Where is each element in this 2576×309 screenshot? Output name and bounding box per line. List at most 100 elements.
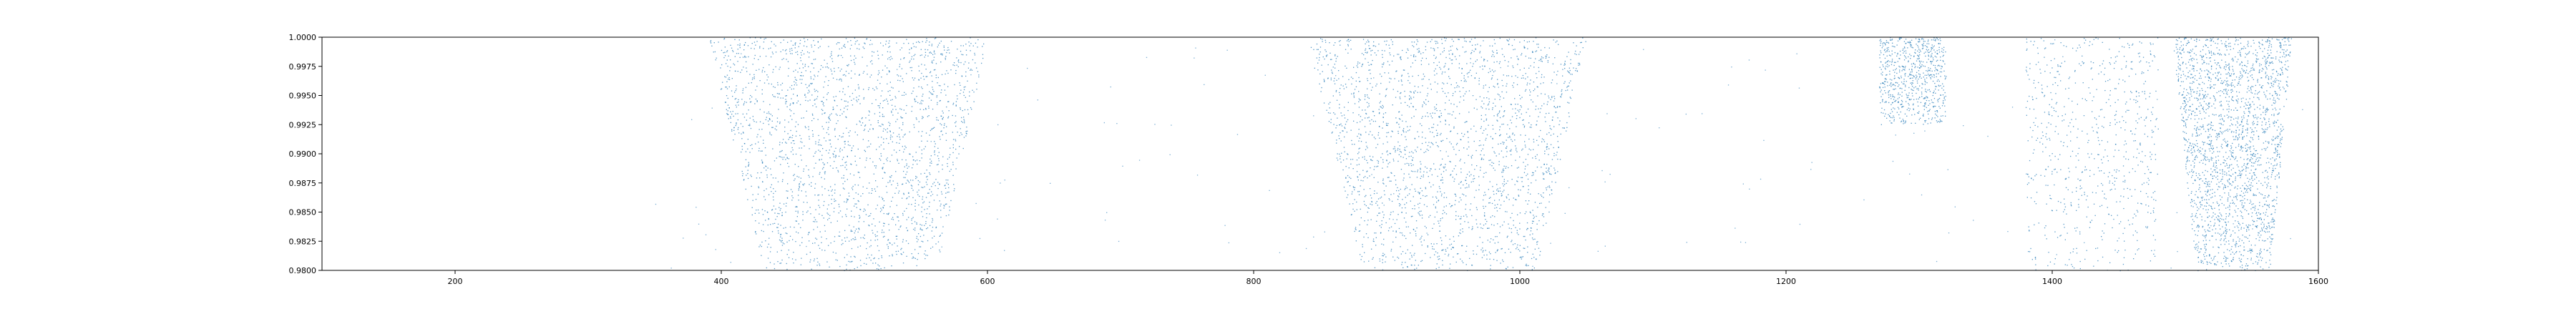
data-point bbox=[1575, 70, 1576, 72]
data-point bbox=[814, 99, 815, 101]
data-point bbox=[749, 37, 751, 39]
data-point bbox=[902, 78, 903, 79]
data-point bbox=[844, 44, 845, 45]
data-point bbox=[1347, 109, 1349, 112]
data-point bbox=[882, 116, 884, 117]
data-point bbox=[770, 168, 771, 170]
data-point bbox=[1933, 49, 1935, 51]
data-point bbox=[764, 210, 766, 212]
data-point bbox=[726, 109, 727, 110]
data-point bbox=[1524, 141, 1526, 142]
data-point bbox=[1352, 112, 1354, 114]
data-point bbox=[822, 162, 824, 164]
data-point bbox=[1373, 177, 1375, 178]
data-point bbox=[724, 52, 726, 53]
data-point bbox=[1506, 156, 1507, 157]
data-point bbox=[1478, 176, 1480, 177]
data-point bbox=[797, 54, 799, 55]
data-point bbox=[1930, 77, 1931, 79]
data-point bbox=[1354, 210, 1355, 212]
data-point bbox=[1339, 92, 1340, 94]
data-point bbox=[947, 46, 949, 49]
data-point bbox=[1397, 214, 1399, 215]
data-point bbox=[1420, 210, 1422, 212]
data-point bbox=[1435, 43, 1437, 44]
data-point bbox=[898, 162, 899, 164]
data-point bbox=[834, 236, 836, 237]
data-point bbox=[950, 69, 952, 71]
data-point bbox=[1934, 67, 1936, 69]
data-point bbox=[1433, 163, 1435, 165]
data-point bbox=[892, 219, 894, 220]
data-point bbox=[728, 79, 731, 80]
data-point bbox=[915, 175, 917, 177]
data-point bbox=[1359, 81, 1360, 82]
data-point bbox=[1925, 55, 1926, 57]
data-point bbox=[754, 103, 756, 104]
data-point bbox=[1410, 155, 1412, 157]
data-point bbox=[1900, 87, 1901, 89]
data-point bbox=[1368, 103, 1370, 104]
data-point bbox=[844, 230, 846, 231]
data-point bbox=[937, 164, 939, 165]
data-point bbox=[1532, 220, 1533, 222]
points-layer bbox=[655, 37, 2303, 272]
data-point bbox=[1433, 248, 1435, 250]
data-point bbox=[774, 87, 776, 88]
data-point bbox=[1465, 51, 1467, 52]
data-point bbox=[1924, 102, 1926, 104]
data-point bbox=[919, 228, 921, 230]
data-point bbox=[765, 165, 766, 167]
data-point bbox=[794, 126, 796, 127]
data-point bbox=[1548, 167, 1550, 169]
data-point bbox=[824, 230, 826, 232]
data-point bbox=[1438, 255, 1440, 257]
data-point bbox=[903, 177, 904, 178]
data-point bbox=[1935, 105, 1936, 107]
data-point bbox=[751, 176, 752, 177]
data-point bbox=[1564, 64, 1566, 65]
data-point bbox=[1465, 183, 1468, 185]
data-point bbox=[1432, 132, 1433, 133]
data-point bbox=[753, 78, 755, 79]
data-point bbox=[1543, 139, 1544, 141]
data-point bbox=[1426, 167, 1428, 169]
data-point bbox=[1924, 106, 1926, 107]
data-point bbox=[1426, 95, 1428, 97]
data-point bbox=[1570, 63, 1571, 64]
data-point bbox=[847, 156, 848, 157]
data-point bbox=[1912, 86, 1913, 87]
data-point bbox=[794, 84, 795, 86]
data-point bbox=[828, 117, 829, 119]
data-point bbox=[1903, 81, 1905, 82]
data-point bbox=[832, 153, 834, 154]
data-point bbox=[832, 77, 834, 79]
data-point bbox=[1557, 106, 1558, 107]
data-point bbox=[880, 144, 882, 146]
data-point bbox=[905, 240, 907, 242]
data-point bbox=[859, 217, 860, 219]
data-point bbox=[1544, 150, 1546, 152]
data-point bbox=[860, 265, 862, 267]
data-point bbox=[877, 231, 878, 232]
data-point bbox=[1523, 247, 1524, 249]
data-point bbox=[856, 203, 857, 205]
data-point bbox=[884, 99, 886, 101]
data-point bbox=[1350, 163, 1352, 165]
data-point bbox=[899, 49, 901, 51]
data-point bbox=[1397, 130, 1399, 132]
data-point bbox=[1491, 69, 1493, 71]
data-point bbox=[1506, 139, 1507, 141]
data-point bbox=[846, 117, 847, 118]
data-point bbox=[1527, 203, 1528, 205]
data-point bbox=[1445, 57, 1447, 59]
data-point bbox=[804, 65, 806, 67]
data-point bbox=[1371, 248, 1372, 250]
data-point bbox=[1418, 48, 1420, 49]
data-point bbox=[1503, 115, 1505, 117]
data-point bbox=[792, 134, 794, 136]
data-point bbox=[1398, 227, 1400, 230]
data-point bbox=[1890, 64, 1893, 65]
data-point bbox=[1390, 214, 1391, 215]
